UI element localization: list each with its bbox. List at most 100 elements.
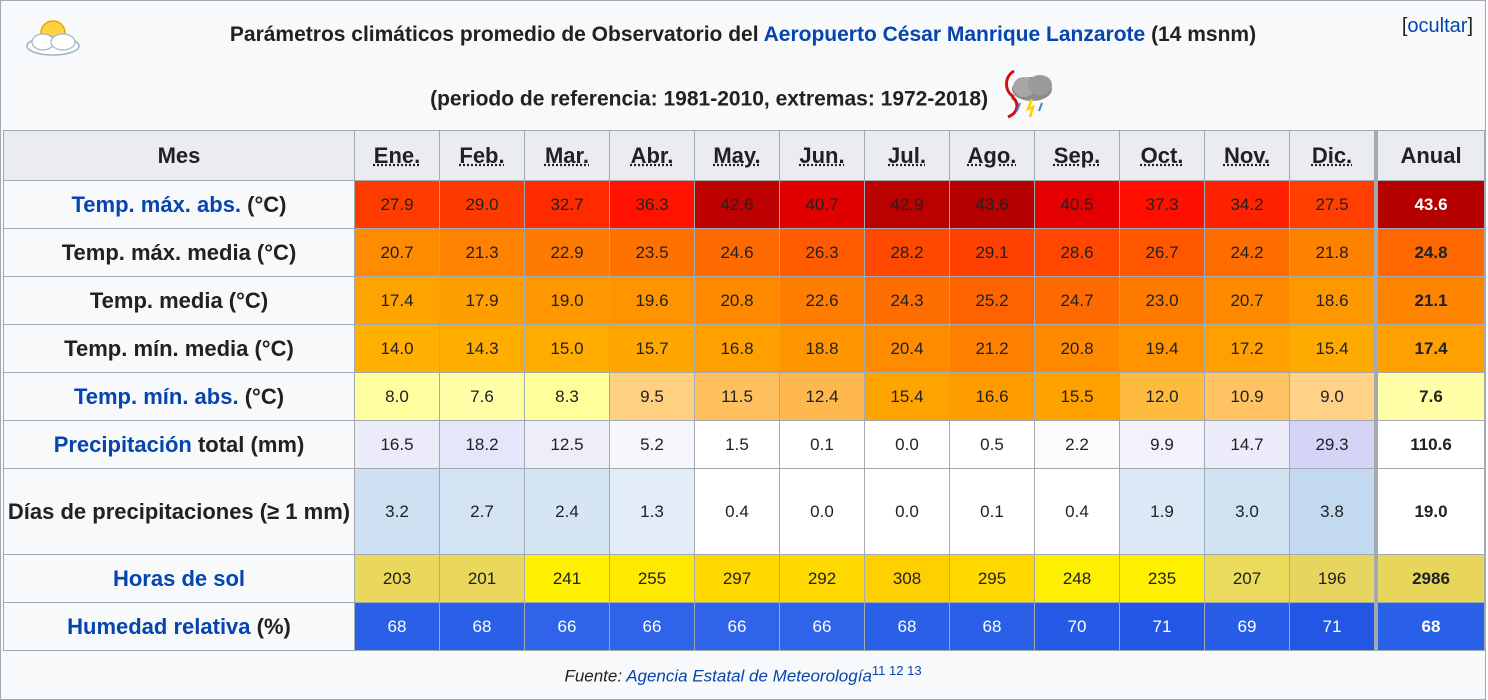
caption-title-prefix: Parámetros climáticos promedio de Observ… [229,23,759,46]
month-header[interactable]: Feb. [439,130,525,181]
value-cell: 21.3 [439,228,525,277]
annual-cell: 21.1 [1374,276,1485,325]
table-row: Horas de sol 203 201 241 255 297 292 308 295 248 2… [3,554,1485,603]
hide-link[interactable]: ocultar [1407,15,1468,37]
row-header-link[interactable]: Precipitación [53,431,192,457]
source-link[interactable]: Agencia Estatal de Meteorología [626,666,872,686]
value-cell: 68 [864,602,950,651]
value-cell: 66 [609,602,695,651]
value-cell: 15.0 [524,324,610,373]
value-cell: 68 [439,602,525,651]
month-header[interactable]: Dic. [1289,130,1377,181]
value-cell: 295 [949,554,1035,603]
hide-bracket-close: ] [1467,15,1473,37]
month-header[interactable]: Abr. [609,130,695,181]
value-cell: 20.8 [694,276,780,325]
value-cell: 26.3 [779,228,865,277]
value-cell: 26.7 [1119,228,1205,277]
month-header[interactable]: May. [694,130,780,181]
annual-cell: 43.6 [1374,180,1485,229]
value-cell: 19.6 [609,276,695,325]
value-cell: 28.2 [864,228,950,277]
row-header-link[interactable]: Horas de sol [112,565,246,591]
value-cell: 0.5 [949,420,1035,469]
row-header: Precipitación total (mm) [3,420,355,469]
table-row: Días de precipitaciones (≥ 1 mm) 3.2 2.7 2.… [3,468,1485,555]
value-cell: 0.4 [694,468,780,555]
value-cell: 18.2 [439,420,525,469]
row-header-link[interactable]: Humedad relativa [67,613,251,639]
value-cell: 36.3 [609,180,695,229]
month-header[interactable]: Jul. [864,130,950,181]
row-header-link[interactable]: Temp. máx. abs. [71,191,242,217]
value-cell: 12.5 [524,420,610,469]
value-cell: 20.7 [354,228,440,277]
value-cell: 20.8 [1034,324,1120,373]
hide-bracket-open: [ [1401,15,1408,37]
value-cell: 17.9 [439,276,525,325]
value-cell: 8.3 [524,372,610,421]
airport-link[interactable]: Aeropuerto César Manrique Lanzarote [763,23,1146,46]
value-cell: 0.0 [864,468,950,555]
row-header: Temp. mín. media (°C) [3,324,355,373]
table-caption: Parámetros climáticos promedio de Observ… [1,1,1485,130]
row-header-link[interactable]: Temp. mín. abs. [73,383,239,409]
value-cell: 0.4 [1034,468,1120,555]
value-cell: 15.7 [609,324,695,373]
header-row: Mes Ene. Feb. Mar. Abr. May. Jun. Jul. A… [3,130,1485,181]
value-cell: 207 [1204,554,1290,603]
value-cell: 201 [439,554,525,603]
value-cell: 0.1 [949,468,1035,555]
value-cell: 23.5 [609,228,695,277]
value-cell: 3.0 [1204,468,1290,555]
month-header[interactable]: Jun. [779,130,865,181]
value-cell: 16.5 [354,420,440,469]
value-cell: 15.4 [864,372,950,421]
month-header[interactable]: Ago. [949,130,1035,181]
climate-table: Mes Ene. Feb. Mar. Abr. May. Jun. Jul. A… [3,130,1485,651]
value-cell: 292 [779,554,865,603]
value-cell: 66 [524,602,610,651]
table-row: Temp. mín. abs. (°C) 8.0 7.6 8.3 9.5 11.5 12.4… [3,372,1485,421]
storm-cloud-icon [1004,69,1052,119]
value-cell: 23.0 [1119,276,1205,325]
row-header: Temp. máx. abs. (°C) [3,180,355,229]
table-row: Temp. media (°C) 17.4 17.9 19.0 19.6 20.8 22.6… [3,276,1485,325]
reference-marks[interactable]: 11 12 13 [871,663,922,678]
value-cell: 3.8 [1289,468,1377,555]
table-row: Temp. máx. media (°C) 20.7 21.3 22.9 23.5 24.… [3,228,1485,277]
value-cell: 18.6 [1289,276,1377,325]
value-cell: 241 [524,554,610,603]
row-header-text: Temp. mín. media (°C) [64,335,294,361]
row-header-text: Días de precipitaciones (≥ 1 mm) [7,498,351,524]
annual-cell: 7.6 [1374,372,1485,421]
value-cell: 8.0 [354,372,440,421]
value-cell: 9.9 [1119,420,1205,469]
month-header[interactable]: Oct. [1119,130,1205,181]
value-cell: 37.3 [1119,180,1205,229]
value-cell: 19.4 [1119,324,1205,373]
month-header[interactable]: Ene. [354,130,440,181]
value-cell: 17.4 [354,276,440,325]
value-cell: 1.3 [609,468,695,555]
row-header: Temp. media (°C) [3,276,355,325]
caption-subtitle: (periodo de referencia: 1981-2010, extre… [430,87,989,111]
value-cell: 24.6 [694,228,780,277]
row-header-text: (°C) [238,383,285,409]
sun-cloud-icon [26,20,80,56]
value-cell: 203 [354,554,440,603]
month-header[interactable]: Mar. [524,130,610,181]
annual-cell: 17.4 [1374,324,1485,373]
value-cell: 9.5 [609,372,695,421]
value-cell: 248 [1034,554,1120,603]
value-cell: 29.3 [1289,420,1377,469]
value-cell: 19.0 [524,276,610,325]
value-cell: 66 [779,602,865,651]
row-header-text: total (mm) [191,431,305,457]
month-header[interactable]: Sep. [1034,130,1120,181]
value-cell: 16.8 [694,324,780,373]
month-header[interactable]: Nov. [1204,130,1290,181]
value-cell: 68 [354,602,440,651]
value-cell: 69 [1204,602,1290,651]
